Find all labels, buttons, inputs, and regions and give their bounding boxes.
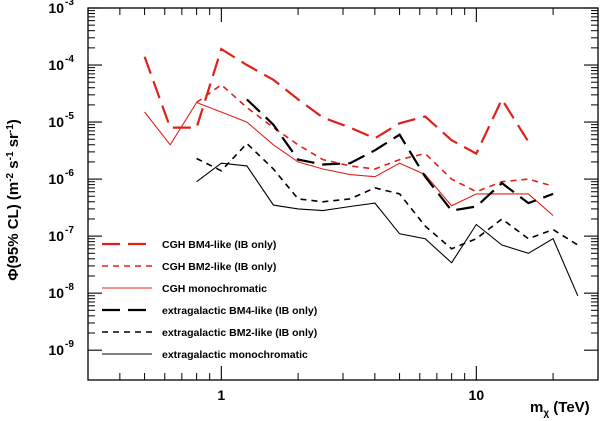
y-tick-exponent: -8 xyxy=(65,282,74,293)
series-line-6 xyxy=(196,162,579,297)
series-lines xyxy=(143,47,579,297)
y-tick-label: 10 xyxy=(48,114,64,130)
y-tick-exponent: -5 xyxy=(65,111,74,122)
legend-label-1: CGH BM4-like (IB only) xyxy=(162,239,276,251)
x-tick-label: 10 xyxy=(469,387,485,403)
series-line-1 xyxy=(143,47,530,156)
y-tick-label: 10 xyxy=(48,342,64,358)
y-tick-exponent: -6 xyxy=(65,168,74,179)
y-tick-exponent: -9 xyxy=(65,339,74,350)
y-tick-label: 10 xyxy=(48,57,64,73)
legend-label-5: extragalactic BM2-like (IB only) xyxy=(162,327,317,339)
y-tick-label: 10 xyxy=(48,0,64,16)
y-tick-label: 10 xyxy=(48,228,64,244)
legend-label-3: CGH monochromatic xyxy=(162,283,267,295)
y-axis-title: Φ(95% CL) (m-2 s-1 sr-1) xyxy=(5,119,22,281)
y-tick-label: 10 xyxy=(48,171,64,187)
y-tick-exponent: -7 xyxy=(65,225,74,236)
axis-ticks xyxy=(87,7,599,380)
legend: CGH BM4-like (IB only) CGH BM2-like (IB o… xyxy=(102,239,317,361)
series-line-5 xyxy=(196,142,579,250)
x-axis-title: mχ (TeV) xyxy=(530,399,590,419)
legend-label-2: CGH BM2-like (IB only) xyxy=(162,261,276,273)
series-line-4 xyxy=(246,98,554,212)
series-line-2 xyxy=(196,83,554,193)
y-tick-label: 10 xyxy=(48,285,64,301)
legend-label-4: extragalactic BM4-like (IB only) xyxy=(162,305,317,317)
y-tick-exponent: -3 xyxy=(65,0,74,8)
legend-label-6: extragalactic monochromatic xyxy=(162,349,308,361)
series-line-3 xyxy=(144,101,554,216)
x-tick-label: 1 xyxy=(217,387,225,403)
y-tick-exponent: -4 xyxy=(65,54,74,65)
